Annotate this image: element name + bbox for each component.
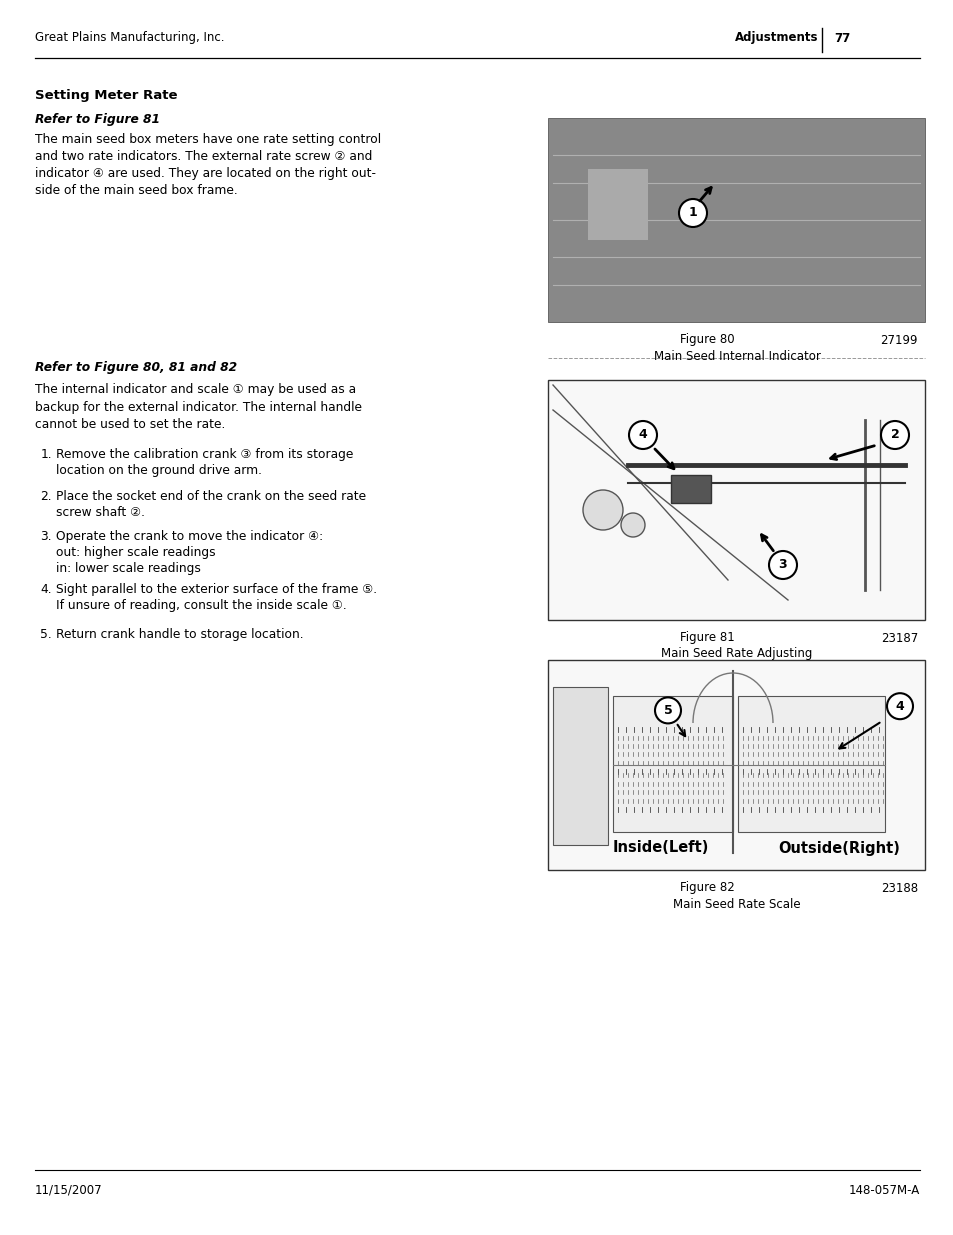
- Text: 3.: 3.: [40, 530, 52, 543]
- Text: Operate the crank to move the indicator ④:: Operate the crank to move the indicator …: [56, 530, 323, 543]
- Text: 11/15/2007: 11/15/2007: [35, 1183, 103, 1197]
- Text: Figure 80: Figure 80: [679, 333, 734, 347]
- Text: 148-057M-A: 148-057M-A: [848, 1183, 919, 1197]
- Circle shape: [655, 698, 680, 724]
- Text: 1: 1: [688, 206, 697, 220]
- Bar: [587, 169, 647, 241]
- Circle shape: [768, 551, 796, 579]
- Circle shape: [628, 421, 657, 450]
- Text: screw shaft ②.: screw shaft ②.: [56, 506, 145, 519]
- Circle shape: [582, 490, 622, 530]
- Text: 1.: 1.: [40, 448, 52, 461]
- Text: 23188: 23188: [880, 882, 917, 894]
- Text: If unsure of reading, consult the inside scale ①.: If unsure of reading, consult the inside…: [56, 599, 346, 613]
- Text: Figure 81: Figure 81: [679, 631, 734, 645]
- Bar: [613, 695, 732, 832]
- Circle shape: [620, 513, 644, 537]
- Text: Sight parallel to the exterior surface of the frame ⑤.: Sight parallel to the exterior surface o…: [56, 583, 376, 597]
- Text: 3: 3: [778, 558, 786, 572]
- Text: Refer to Figure 81: Refer to Figure 81: [35, 114, 160, 126]
- Text: 27199: 27199: [880, 333, 917, 347]
- Text: Remove the calibration crank ③ from its storage: Remove the calibration crank ③ from its …: [56, 448, 353, 461]
- Bar: [547, 380, 924, 620]
- Text: backup for the external indicator. The internal handle: backup for the external indicator. The i…: [35, 400, 361, 414]
- Text: Great Plains Manufacturing, Inc.: Great Plains Manufacturing, Inc.: [35, 32, 224, 44]
- Bar: [670, 475, 710, 503]
- Text: 4: 4: [895, 700, 903, 713]
- Bar: [547, 119, 924, 322]
- Text: Main Seed Internal Indicator: Main Seed Internal Indicator: [653, 350, 820, 363]
- Text: 2.: 2.: [40, 490, 52, 503]
- Text: 2: 2: [890, 429, 899, 441]
- Text: 5: 5: [663, 704, 672, 716]
- Text: in: lower scale readings: in: lower scale readings: [56, 562, 201, 576]
- Text: indicator ④ are used. They are located on the right out-: indicator ④ are used. They are located o…: [35, 168, 375, 180]
- Text: Place the socket end of the crank on the seed rate: Place the socket end of the crank on the…: [56, 490, 366, 503]
- Text: 4: 4: [638, 429, 647, 441]
- Text: 4.: 4.: [40, 583, 52, 597]
- Text: The internal indicator and scale ① may be used as a: The internal indicator and scale ① may b…: [35, 384, 355, 396]
- Text: 77: 77: [833, 32, 849, 44]
- Text: Main Seed Rate Adjusting: Main Seed Rate Adjusting: [660, 647, 812, 661]
- Text: location on the ground drive arm.: location on the ground drive arm.: [56, 464, 262, 477]
- Text: 23187: 23187: [880, 631, 917, 645]
- Text: cannot be used to set the rate.: cannot be used to set the rate.: [35, 417, 225, 431]
- Circle shape: [886, 693, 912, 719]
- Text: Return crank handle to storage location.: Return crank handle to storage location.: [56, 629, 303, 641]
- Text: The main seed box meters have one rate setting control: The main seed box meters have one rate s…: [35, 133, 381, 147]
- Bar: [738, 695, 884, 832]
- Bar: [547, 659, 924, 869]
- Text: side of the main seed box frame.: side of the main seed box frame.: [35, 184, 237, 198]
- Text: Main Seed Rate Scale: Main Seed Rate Scale: [673, 898, 800, 910]
- Circle shape: [880, 421, 908, 450]
- Text: Setting Meter Rate: Setting Meter Rate: [35, 89, 177, 101]
- Circle shape: [679, 199, 706, 227]
- Text: Figure 82: Figure 82: [679, 882, 734, 894]
- Text: Adjustments: Adjustments: [734, 32, 817, 44]
- Text: Inside(Left): Inside(Left): [612, 841, 708, 856]
- Text: Refer to Figure 80, 81 and 82: Refer to Figure 80, 81 and 82: [35, 362, 237, 374]
- Text: Outside(Right): Outside(Right): [778, 841, 899, 856]
- Text: and two rate indicators. The external rate screw ② and: and two rate indicators. The external ra…: [35, 151, 372, 163]
- Text: out: higher scale readings: out: higher scale readings: [56, 546, 215, 559]
- Text: 5.: 5.: [40, 629, 52, 641]
- Bar: [553, 688, 607, 845]
